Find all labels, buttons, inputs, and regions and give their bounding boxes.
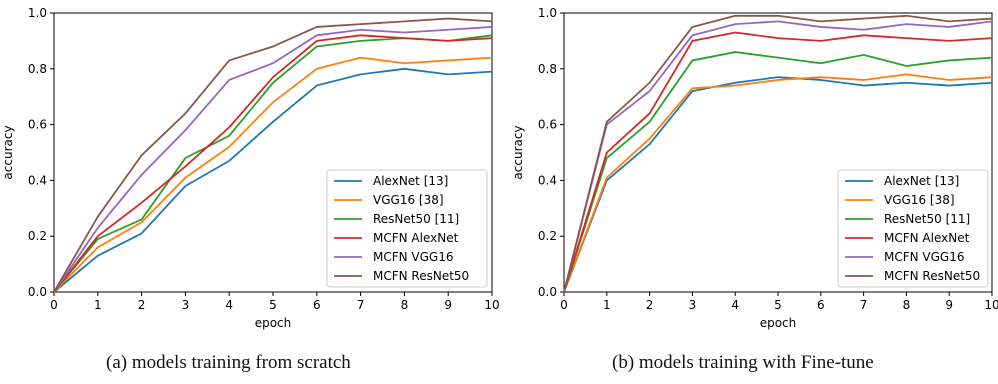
series-line-mcfn-resnet50 xyxy=(563,14,993,293)
series-line-mcfn-alexnet xyxy=(563,31,993,293)
y-axis-label: accuracy xyxy=(1,125,15,179)
x-tick-label: 4 xyxy=(225,298,233,312)
y-tick-label: 0.8 xyxy=(28,62,47,76)
x-tick-label: 9 xyxy=(945,298,953,312)
x-tick-label: 3 xyxy=(689,298,697,312)
caption-b: (b) models training with Fine-tune xyxy=(612,352,874,373)
series-line-mcfn-alexnet xyxy=(53,34,493,293)
legend-label: MCFN VGG16 xyxy=(884,250,965,264)
y-tick-label: 0.8 xyxy=(538,62,557,76)
y-tick-label: 0.0 xyxy=(538,285,557,299)
x-tick-label: 1 xyxy=(603,298,611,312)
x-tick-label: 0 xyxy=(560,298,568,312)
legend-label: MCFN AlexNet xyxy=(373,231,459,245)
x-tick-label: 6 xyxy=(313,298,321,312)
series-line-resnet50 xyxy=(563,51,993,293)
x-tick-label: 6 xyxy=(817,298,825,312)
legend-label: VGG16 [38] xyxy=(884,193,955,207)
legend-label: MCFN AlexNet xyxy=(884,231,970,245)
y-tick-label: 0.0 xyxy=(28,285,47,299)
series-line-mcfn-vgg16 xyxy=(563,20,993,293)
x-axis-label: epoch xyxy=(760,316,797,330)
x-tick-label: 8 xyxy=(401,298,409,312)
y-tick-label: 0.6 xyxy=(28,118,47,132)
series-line-mcfn-resnet50 xyxy=(53,17,493,293)
x-tick-label: 8 xyxy=(903,298,911,312)
legend-label: ResNet50 [11] xyxy=(884,212,970,226)
y-tick-label: 0.6 xyxy=(538,118,557,132)
y-axis-label: accuracy xyxy=(511,125,525,179)
x-tick-label: 5 xyxy=(774,298,782,312)
series-line-vgg16 xyxy=(563,73,993,293)
x-tick-label: 1 xyxy=(94,298,102,312)
series-line-vgg16 xyxy=(53,56,493,293)
x-axis-label: epoch xyxy=(255,316,292,330)
legend-label: ResNet50 [11] xyxy=(373,212,459,226)
chart-panel-a: 0 1 2 3 4 5 6 7 8 9 10 0.0 0.2 0.4 0.6 0.8 1.0 epoch accur… xyxy=(1,6,500,330)
caption-a: (a) models training from scratch xyxy=(106,352,351,373)
legend-label: MCFN ResNet50 xyxy=(884,269,980,283)
y-tick-label: 1.0 xyxy=(538,6,557,20)
y-tick-label: 0.2 xyxy=(538,229,557,243)
series-line-alexnet xyxy=(563,76,993,293)
legend: AlexNet [13] VGG16 [38] ResNet50 [11] MCFN … xyxy=(837,169,989,288)
x-tick-label: 10 xyxy=(484,298,499,312)
legend-label: VGG16 [38] xyxy=(373,193,444,207)
x-tick-label: 4 xyxy=(731,298,739,312)
y-tick-label: 0.4 xyxy=(538,173,557,187)
legend-label: AlexNet [13] xyxy=(373,174,448,188)
x-tick-label: 7 xyxy=(357,298,365,312)
x-tick-label: 2 xyxy=(646,298,654,312)
y-tick-label: 0.2 xyxy=(28,229,47,243)
x-tick-label: 10 xyxy=(984,298,998,312)
legend-label: AlexNet [13] xyxy=(884,174,959,188)
x-tick-label: 7 xyxy=(860,298,868,312)
y-tick-label: 1.0 xyxy=(28,6,47,20)
y-tick-label: 0.4 xyxy=(28,173,47,187)
legend-box xyxy=(326,169,488,288)
x-tick-label: 3 xyxy=(182,298,190,312)
series-line-alexnet xyxy=(53,67,493,293)
x-tick-label: 5 xyxy=(269,298,277,312)
legend: AlexNet [13] VGG16 [38] ResNet50 [11] MCFN … xyxy=(326,169,488,288)
x-tick-label: 0 xyxy=(50,298,58,312)
legend-box xyxy=(837,169,989,288)
chart-panel-b: 0 1 2 3 4 5 6 7 8 9 10 0.0 0.2 0.4 0.6 0.8 1.0 epoch accur… xyxy=(511,6,998,330)
x-tick-label: 2 xyxy=(138,298,146,312)
series-line-mcfn-vgg16 xyxy=(53,26,493,293)
x-tick-label: 9 xyxy=(444,298,452,312)
legend-label: MCFN ResNet50 xyxy=(373,269,469,283)
legend-label: MCFN VGG16 xyxy=(373,250,454,264)
